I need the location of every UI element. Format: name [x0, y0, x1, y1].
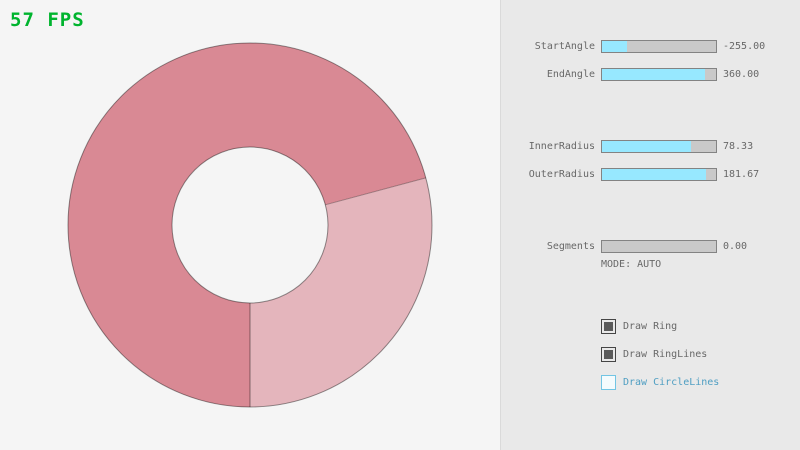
- end-angle-slider[interactable]: [601, 68, 717, 81]
- outer-radius-label: OuterRadius: [528, 169, 595, 180]
- draw-circlelines-label: Draw CircleLines: [623, 377, 720, 388]
- draw-ring-checkbox-mark: [604, 322, 613, 331]
- ring-sector-overlap: [68, 43, 426, 408]
- inner-radius-slider[interactable]: [601, 140, 717, 153]
- start-angle-slider-fill: [602, 41, 627, 52]
- draw-ringlines-checkbox[interactable]: [601, 347, 616, 362]
- slider-row-segments: Segments 0.00: [501, 240, 800, 253]
- start-angle-slider[interactable]: [601, 40, 717, 53]
- ring-radial-line-right: [325, 177, 426, 206]
- slider-row-outer-radius: OuterRadius 181.67: [501, 168, 800, 181]
- checkbox-row-draw-circlelines: Draw CircleLines: [501, 375, 800, 390]
- outer-radius-slider[interactable]: [601, 168, 717, 181]
- segments-slider[interactable]: [601, 240, 717, 253]
- start-angle-value: -255.00: [723, 41, 766, 52]
- segments-label: Segments: [546, 241, 595, 252]
- draw-ring-label: Draw Ring: [623, 321, 678, 332]
- draw-circlelines-checkbox-mark: [604, 378, 613, 387]
- checkbox-row-draw-ring: Draw Ring: [501, 319, 800, 334]
- inner-radius-value: 78.33: [723, 141, 754, 152]
- start-angle-label: StartAngle: [534, 41, 595, 52]
- ring-inner-outline: [171, 146, 329, 304]
- slider-row-end-angle: EndAngle 360.00: [501, 68, 800, 81]
- control-panel: StartAngle -255.00 EndAngle 360.00 Inner…: [500, 0, 800, 450]
- end-angle-value: 360.00: [723, 69, 760, 80]
- outer-radius-value: 181.67: [723, 169, 760, 180]
- draw-ringlines-label: Draw RingLines: [623, 349, 708, 360]
- draw-ring-checkbox[interactable]: [601, 319, 616, 334]
- slider-row-inner-radius: InnerRadius 78.33: [501, 140, 800, 153]
- inner-radius-slider-fill: [602, 141, 692, 152]
- segments-value: 0.00: [723, 241, 748, 252]
- draw-ringlines-checkbox-mark: [604, 350, 613, 359]
- draw-circlelines-checkbox[interactable]: [601, 375, 616, 390]
- inner-radius-label: InnerRadius: [528, 141, 595, 152]
- ring-sector-single: [250, 177, 433, 407]
- end-angle-slider-fill: [602, 69, 705, 80]
- ring-outer-outline: [67, 42, 433, 408]
- checkbox-row-draw-ringlines: Draw RingLines: [501, 347, 800, 362]
- end-angle-label: EndAngle: [546, 69, 595, 80]
- fps-counter: 57 FPS: [10, 9, 85, 31]
- mode-text: MODE: AUTO: [601, 259, 662, 270]
- outer-radius-slider-fill: [602, 169, 706, 180]
- slider-row-start-angle: StartAngle -255.00: [501, 40, 800, 53]
